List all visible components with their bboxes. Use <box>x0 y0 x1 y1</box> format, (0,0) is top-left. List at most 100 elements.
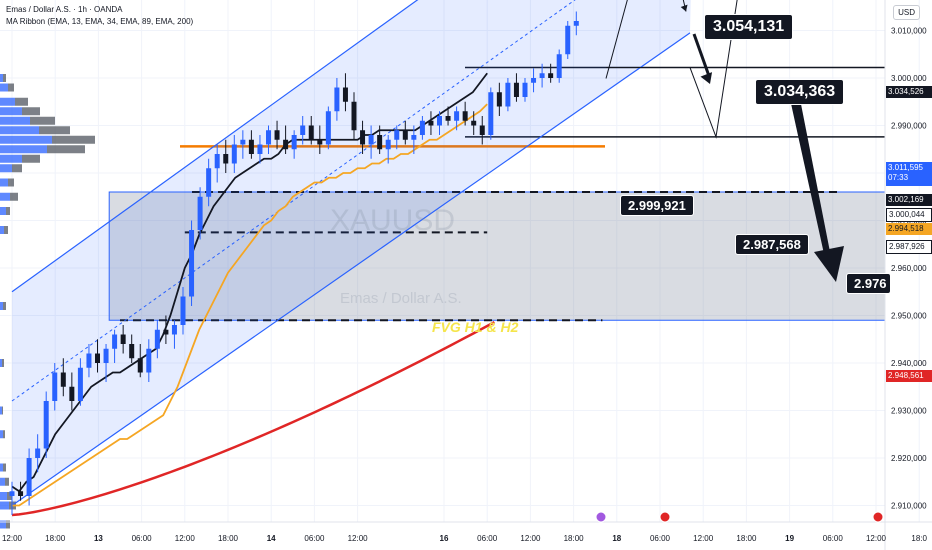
candle-body <box>214 154 220 169</box>
candle-body <box>428 120 434 126</box>
x-tick-label: 18:00 <box>45 534 66 543</box>
candle-body <box>154 329 160 349</box>
level-support-callout: 2.987,568 <box>735 234 809 255</box>
volume-bar-up <box>0 135 52 144</box>
y-tick-label: 2.990,000 <box>891 122 927 131</box>
price-tag-p1: 3.002,169 <box>886 194 932 206</box>
x-tick-label: 18:00 <box>218 534 239 543</box>
volume-bar-down <box>6 207 10 215</box>
fvg-zone <box>108 191 886 321</box>
volume-bar-down <box>3 463 6 472</box>
candle-body <box>505 82 511 107</box>
price-tag-resistance: 3.034,526 <box>886 86 932 98</box>
candle-body <box>197 196 203 230</box>
x-tick-label: 06:00 <box>304 534 325 543</box>
volume-bar-down <box>12 164 22 173</box>
arrow-head-down <box>680 4 688 12</box>
candle-body <box>43 401 49 449</box>
y-tick-label: 3.010,000 <box>891 27 927 36</box>
candle-body <box>317 139 323 145</box>
candle-body <box>60 372 66 387</box>
x-tick-label: 18:00 <box>736 534 757 543</box>
candle-body <box>394 130 400 140</box>
volume-bar-up <box>0 116 30 125</box>
volume-bar-up <box>0 154 22 163</box>
price-tag-p3: 2.987,926 <box>886 240 932 254</box>
y-tick-label: 2.950,000 <box>891 312 927 321</box>
candle-body <box>112 334 118 349</box>
watermark-name: Emas / Dollar A.S. <box>340 290 462 307</box>
candle-body <box>411 135 417 140</box>
volume-bar-up <box>0 74 3 82</box>
currency-selector[interactable]: USD <box>893 5 920 20</box>
event-icon <box>872 511 884 523</box>
candle-body <box>573 21 579 26</box>
volume-bar-up <box>0 207 6 215</box>
volume-bar-up <box>0 501 9 510</box>
ma-ribbon <box>11 72 495 517</box>
candle-body <box>454 111 460 121</box>
candle-body <box>129 344 135 359</box>
zones <box>108 191 886 322</box>
candle-body <box>462 111 468 121</box>
candle-body <box>342 87 348 102</box>
volume-bar-down <box>15 97 28 106</box>
candle-body <box>248 139 254 154</box>
y-tick-label: 2.960,000 <box>891 264 927 273</box>
candle-body <box>300 125 306 135</box>
volume-bar-down <box>2 406 3 415</box>
candle-body <box>522 82 528 97</box>
candle-body <box>360 130 366 145</box>
y-tick-label: 2.930,000 <box>891 407 927 416</box>
x-tick-label: 06:00 <box>650 534 671 543</box>
volume-bar-down <box>22 154 40 163</box>
candle-body <box>556 54 562 78</box>
candle-body <box>565 25 571 55</box>
candle-body <box>69 386 75 401</box>
y-tick-label: 3.000,000 <box>891 74 927 83</box>
candle-body <box>231 144 237 164</box>
candle-body <box>103 348 109 363</box>
y-tick-label: 2.910,000 <box>891 502 927 511</box>
candle-body <box>77 367 83 401</box>
candle-body <box>368 135 374 145</box>
time-axis: 12:00 18:00 13 06:00 12:00 18:00 14 06:00 12:00 1… <box>0 511 932 543</box>
candle-body <box>189 230 195 297</box>
huge-arrow-head <box>814 246 844 282</box>
channel-mid <box>11 0 576 402</box>
candle-body <box>308 125 314 140</box>
candle-body <box>479 125 485 135</box>
big-arrow-shaft-1 <box>692 33 711 77</box>
volume-bar-up <box>0 126 39 135</box>
volume-bar-down <box>5 477 9 486</box>
x-tick-label: 19 <box>785 534 794 543</box>
candle-body <box>137 358 143 373</box>
candle-body <box>35 448 41 458</box>
candle-body <box>437 116 442 126</box>
volume-bar-up <box>0 477 5 486</box>
x-tick-label: 12:00 <box>2 534 23 543</box>
volume-bar-down <box>39 126 70 135</box>
candle-body <box>206 168 212 197</box>
event-icon <box>595 511 607 523</box>
target-top-callout: 3.054,131 <box>704 14 794 40</box>
x-tick-label: 12:00 <box>866 534 887 543</box>
price-tag-ema-orange: 2.994,518 <box>886 223 932 235</box>
candle-body <box>445 116 451 121</box>
volume-bar-up <box>0 178 8 187</box>
volume-bar-down <box>47 145 85 154</box>
volume-bar-up <box>0 97 15 106</box>
volume-bar-up <box>0 463 3 472</box>
x-tick-label: 18:00 <box>564 534 585 543</box>
candle-body <box>266 130 271 145</box>
fvg-label: FVG H1 & H2 <box>432 319 519 335</box>
channel-upper <box>11 0 419 293</box>
candlesticks <box>9 11 579 515</box>
level-pullback-callout: 2.999,921 <box>620 195 694 216</box>
candle-body <box>274 130 280 140</box>
volume-bar-up <box>0 83 8 92</box>
volume-bar-down <box>8 83 14 92</box>
indicator-legend: MA Ribbon (EMA, 13, EMA, 34, EMA, 89, EM… <box>6 17 194 26</box>
volume-bar-up <box>0 359 2 367</box>
